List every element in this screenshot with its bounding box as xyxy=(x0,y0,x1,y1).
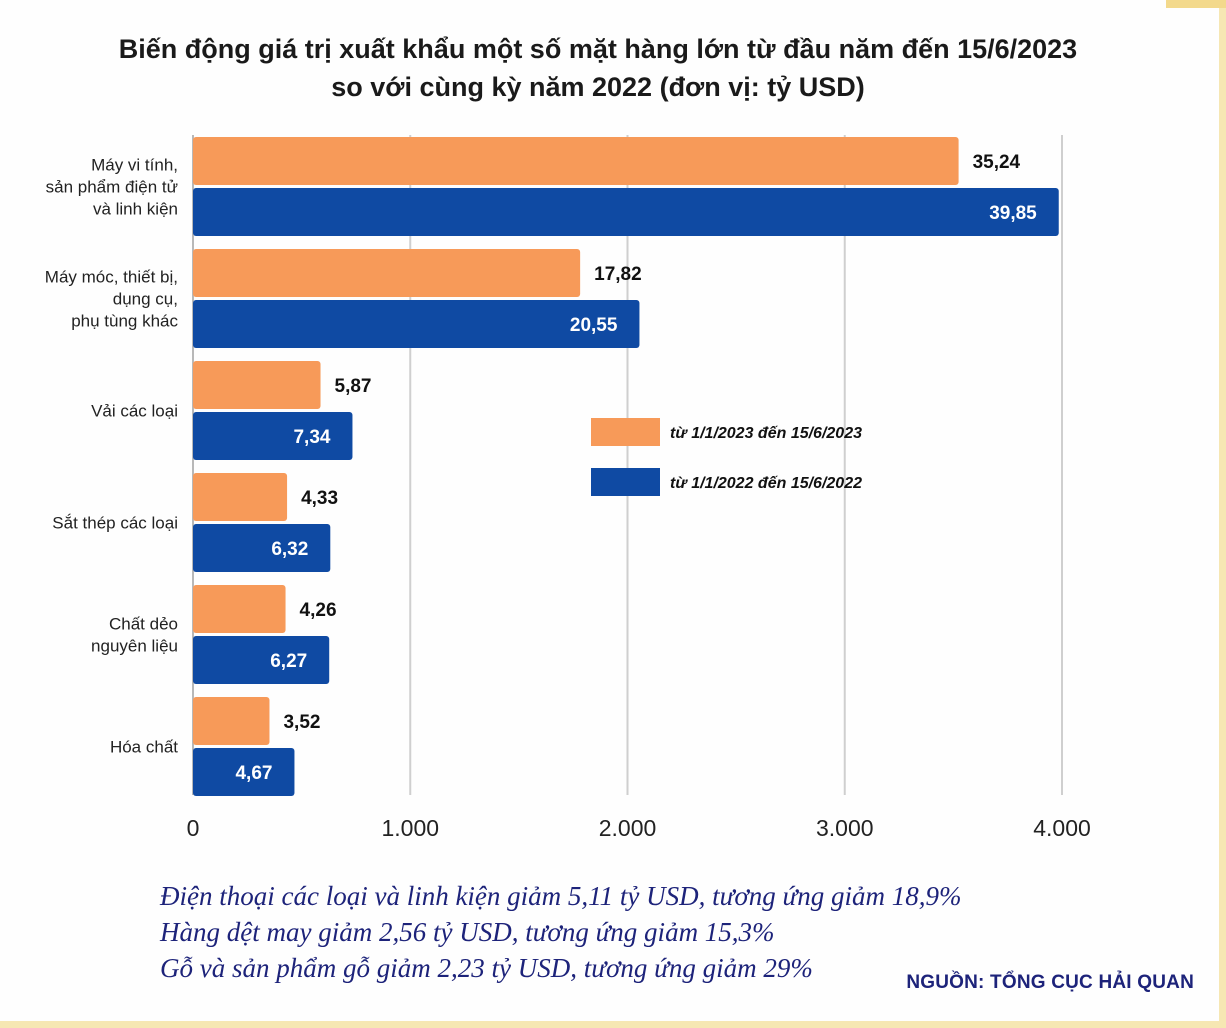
bar xyxy=(193,748,295,796)
x-tick-label: 4.000 xyxy=(1033,815,1091,841)
x-tick-label: 3.000 xyxy=(816,815,874,841)
legend-label: từ 1/1/2022 đến 15/6/2022 xyxy=(670,475,862,492)
data-label: 35,24 xyxy=(973,152,1021,173)
data-label: 6,27 xyxy=(270,651,307,672)
data-label: 6,32 xyxy=(271,539,308,560)
x-tick-label: 0 xyxy=(187,815,200,841)
category-label: và linh kiện xyxy=(93,200,178,219)
data-label: 20,55 xyxy=(570,315,618,336)
category-label: phụ tùng khác xyxy=(71,312,178,331)
data-label: 4,33 xyxy=(301,488,338,509)
category-label: Vải các loại xyxy=(91,402,178,421)
bar xyxy=(193,188,1059,236)
data-label: 5,87 xyxy=(335,376,372,397)
chart-title-line-1: Biến động giá trị xuất khẩu một số mặt h… xyxy=(118,34,1078,64)
top-accent-bar xyxy=(1166,0,1226,8)
category-label: Máy móc, thiết bị, xyxy=(45,268,178,287)
legend-swatch xyxy=(591,468,660,496)
chart-title: Biến động giá trị xuất khẩu một số mặt h… xyxy=(0,30,1196,106)
data-label: 7,34 xyxy=(293,427,330,448)
bar-chart: 0 1.000 2.000 3.000 4.000 35,24 39,85 Máy vi tí… xyxy=(45,135,1091,841)
data-label: 3,52 xyxy=(283,712,320,733)
data-label: 17,82 xyxy=(594,264,642,285)
category-label: Hóa chất xyxy=(110,738,178,757)
chart-title-line-2: so với cùng kỳ năm 2022 (đơn vị: tỷ USD) xyxy=(331,72,865,102)
note-1: Điện thoại các loại và linh kiện giảm 5,… xyxy=(160,881,962,911)
note-2: Hàng dệt may giảm 2,56 tỷ USD, tương ứng… xyxy=(160,917,775,947)
category-label: nguyên liệu xyxy=(91,637,178,656)
data-label: 4,67 xyxy=(235,763,272,784)
legend-swatch xyxy=(591,418,660,446)
data-label: 39,85 xyxy=(989,203,1037,224)
category-label: Chất dẻo xyxy=(109,615,178,634)
bar xyxy=(193,473,288,521)
data-label: 4,26 xyxy=(300,600,337,621)
category-label: dụng cụ, xyxy=(113,290,178,309)
x-tick-label: 1.000 xyxy=(381,815,439,841)
source-credit: NGUỒN: TỔNG CỤC HẢI QUAN xyxy=(906,972,1194,993)
category-label: sản phẩm điện tử xyxy=(46,178,178,197)
bar xyxy=(193,137,959,185)
bar xyxy=(193,300,640,348)
bar xyxy=(193,697,270,745)
bar xyxy=(193,636,330,684)
note-3: Gỗ và sản phẩm gỗ giảm 2,23 tỷ USD, tươn… xyxy=(160,953,813,983)
bar xyxy=(193,249,581,297)
notes: Điện thoại các loại và linh kiện giảm 5,… xyxy=(160,878,962,986)
legend-label: từ 1/1/2023 đến 15/6/2023 xyxy=(670,425,862,442)
bar xyxy=(193,585,286,633)
category-label: Máy vi tính, xyxy=(91,156,178,175)
bar xyxy=(193,412,353,460)
x-tick-label: 2.000 xyxy=(599,815,657,841)
bar xyxy=(193,524,331,572)
bar xyxy=(193,361,321,409)
category-label: Sắt thép các loại xyxy=(52,514,178,533)
